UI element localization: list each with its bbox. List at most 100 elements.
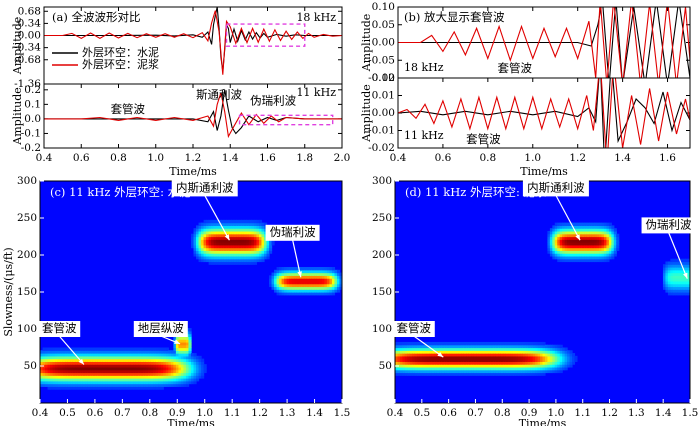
c-heatmap-cell <box>248 261 252 265</box>
d-heatmap-cell <box>596 239 600 243</box>
d-heatmap-cell <box>562 244 566 249</box>
c-annotation-2: 内斯通利波 <box>176 180 234 194</box>
c-heatmap-cell <box>276 278 280 282</box>
c-heatmap-cell <box>95 372 99 376</box>
d-xtick-label: 0.5 <box>413 407 430 419</box>
c-heatmap-cell <box>120 375 124 379</box>
c-heatmap-cell <box>198 364 202 368</box>
d-heatmap-cell <box>407 364 411 368</box>
c-heatmap-cell <box>160 353 164 357</box>
c-heatmap-cell <box>339 286 342 290</box>
c-heatmap-cell <box>133 358 137 362</box>
c-heatmap-cell <box>296 289 300 293</box>
c-heatmap-cell <box>92 361 96 365</box>
c-heatmap-cell <box>155 366 159 371</box>
d-heatmap-cell <box>488 344 492 349</box>
c-heatmap-cell <box>105 364 109 368</box>
c-heatmap-cell <box>233 250 237 254</box>
d-heatmap-cell <box>552 236 556 240</box>
c-heatmap-cell <box>77 383 81 387</box>
c-heatmap-cell <box>256 255 260 260</box>
d-heatmap-cell <box>606 258 610 263</box>
d-ytick-label: 300 <box>372 175 392 187</box>
c-heatmap-cell <box>148 375 152 379</box>
c-heatmap-cell <box>231 244 235 249</box>
d-heatmap-cell <box>576 255 580 260</box>
b_bottom-ytick-label: 0.02 <box>372 72 395 84</box>
c-heatmap-cell <box>50 361 54 365</box>
d-heatmap-cell <box>611 228 615 232</box>
c-heatmap-cell <box>82 375 86 379</box>
d-heatmap-cell <box>513 341 517 346</box>
c-heatmap-cell <box>316 286 320 290</box>
d-heatmap-cell <box>458 344 462 349</box>
d-heatmap-cell <box>579 239 583 243</box>
d-heatmap-cell <box>581 228 585 232</box>
d-heatmap-cell <box>670 275 674 279</box>
d-heatmap-cell <box>549 366 553 371</box>
d-heatmap-cell <box>599 258 603 263</box>
c-heatmap-cell <box>201 358 205 362</box>
c-heatmap-cell <box>95 361 99 365</box>
c-heatmap-cell <box>158 358 162 362</box>
c-heatmap-cell <box>60 380 64 385</box>
d-heatmap-cell <box>682 278 686 282</box>
c-heatmap-cell <box>304 283 308 288</box>
d-heatmap-cell <box>665 280 669 285</box>
d-heatmap-cell <box>557 247 561 251</box>
c-heatmap-cell <box>145 364 149 368</box>
d-heatmap-cell <box>559 361 563 365</box>
c-heatmap-cell <box>143 383 147 387</box>
d-heatmap-cell <box>535 372 539 376</box>
c-heatmap-cell <box>95 364 99 368</box>
c-heatmap-cell <box>321 286 325 290</box>
c-heatmap-cell <box>306 267 310 271</box>
d-xtick-label: 0.8 <box>494 407 511 419</box>
c-heatmap-cell <box>62 358 66 362</box>
c-heatmap-cell <box>105 361 109 365</box>
c-heatmap-cell <box>168 364 172 368</box>
c-heatmap-cell <box>314 283 318 288</box>
d-heatmap-cell <box>680 261 684 265</box>
d-heatmap-cell <box>436 366 440 371</box>
b_bottom-xtick-label: 0.6 <box>435 152 452 164</box>
d-heatmap-cell <box>429 369 433 374</box>
d-heatmap-cell <box>513 347 517 351</box>
d-heatmap-cell <box>549 369 553 374</box>
c-heatmap-cell <box>258 228 263 232</box>
c-heatmap-cell <box>155 383 159 387</box>
b_top-series-line-mud <box>398 7 690 78</box>
d-heatmap-cell <box>431 344 435 349</box>
d-heatmap-cell <box>603 239 608 243</box>
c-heatmap-cell <box>90 353 94 357</box>
d-heatmap-cell <box>687 264 690 268</box>
c-heatmap-cell <box>118 372 122 376</box>
d-heatmap-cell <box>596 222 600 227</box>
c-heatmap-cell <box>236 236 240 240</box>
c-heatmap-cell <box>241 244 245 249</box>
d-heatmap-cell <box>446 358 450 362</box>
d-heatmap-cell <box>601 247 605 251</box>
d-heatmap-cell <box>466 369 470 374</box>
d-heatmap-cell <box>569 228 573 232</box>
c-heatmap-cell <box>191 372 195 376</box>
c-heatmap-cell <box>100 364 104 368</box>
d-heatmap-cell <box>503 361 507 365</box>
c-heatmap-cell <box>228 247 232 251</box>
c-heatmap-cell <box>72 369 76 374</box>
d-heatmap-cell <box>395 353 399 357</box>
c-heatmap-cell <box>125 353 129 357</box>
c-heatmap-cell <box>198 369 202 374</box>
c-heatmap-cell <box>211 225 215 229</box>
c-heatmap-cell <box>138 358 142 362</box>
c-heatmap-cell <box>198 244 202 249</box>
d-heatmap-cell <box>476 361 480 365</box>
c-heatmap-cell <box>153 375 157 379</box>
c-heatmap-cell <box>216 228 220 232</box>
c-heatmap-cell <box>246 233 250 238</box>
d-heatmap-cell <box>685 289 689 293</box>
d-heatmap-cell <box>495 366 499 371</box>
c-annotation-arrow-2 <box>204 195 230 241</box>
d-heatmap-cell <box>542 355 546 360</box>
d-heatmap-cell <box>608 253 612 257</box>
